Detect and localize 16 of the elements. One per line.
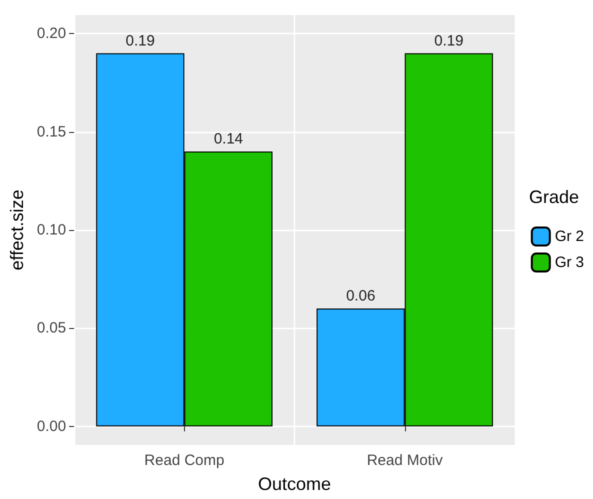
x-axis-title: Outcome	[258, 474, 332, 494]
y-tick-label: 0.10	[36, 222, 66, 238]
legend-title: Grade	[528, 187, 580, 207]
data-label: 0.06	[346, 288, 376, 305]
y-tick-label: 0.15	[36, 123, 66, 140]
data-label: 0.14	[214, 130, 244, 148]
x-tick-label: Read Motiv	[366, 452, 444, 469]
x-tick-label: Read Comp	[144, 452, 224, 469]
legend-label: Gr 3	[554, 254, 584, 271]
legend-label: Gr 2	[554, 228, 584, 245]
y-tick-label: 0.05	[36, 320, 66, 337]
data-label: 0.19	[126, 32, 155, 50]
y-tick-label: 0.00	[36, 418, 66, 435]
y-axis-title: effect.size	[7, 190, 27, 270]
data-label: 0.19	[434, 32, 464, 50]
y-tick-label: 0.20	[36, 25, 66, 42]
